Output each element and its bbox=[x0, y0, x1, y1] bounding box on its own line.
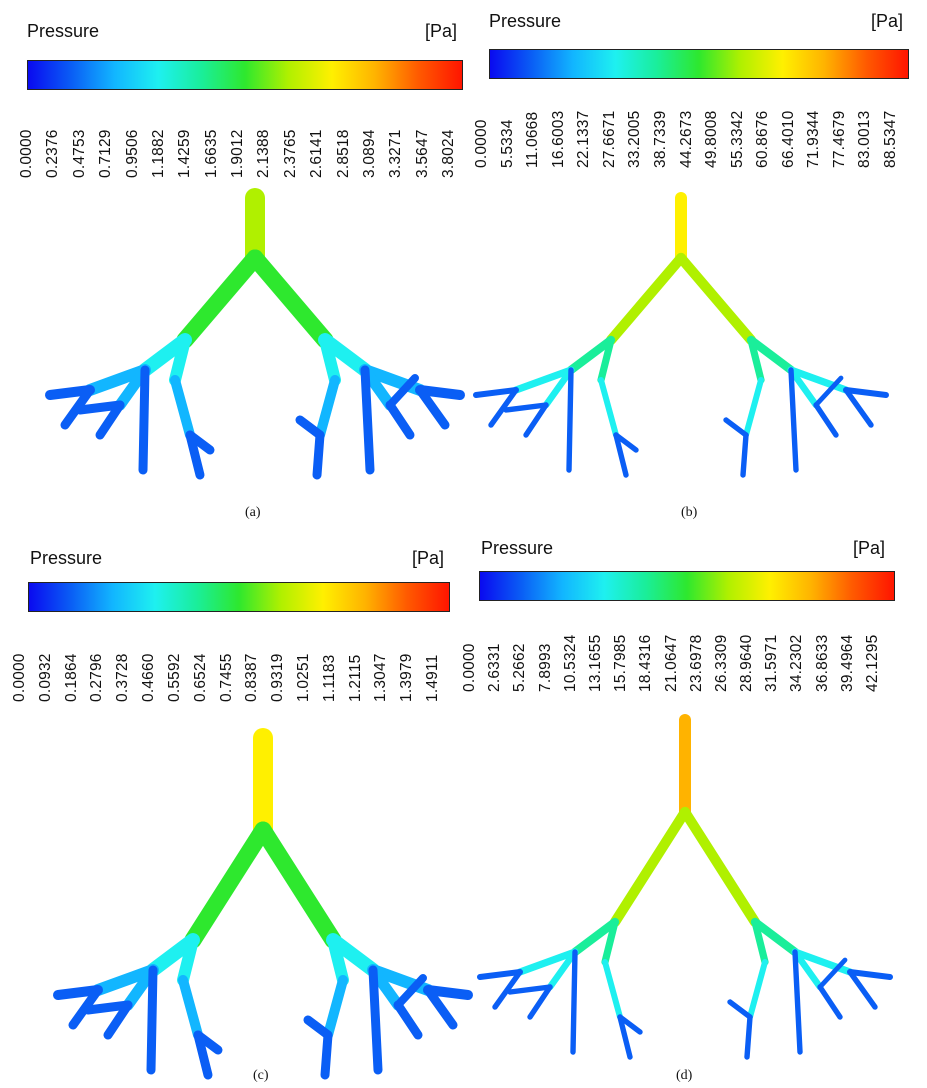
legend-title: Pressure bbox=[30, 548, 103, 568]
tick-label: 31.5971 bbox=[763, 634, 781, 692]
tick-label: 0.3728 bbox=[114, 653, 132, 702]
tick-label: 83.0013 bbox=[856, 110, 874, 168]
tick-label: 42.1295 bbox=[864, 634, 881, 692]
tick-label: 39.4964 bbox=[838, 634, 856, 692]
legend-unit: [Pa] bbox=[871, 11, 904, 31]
legend-title: Pressure bbox=[489, 11, 562, 31]
tick-label: 15.7985 bbox=[612, 634, 630, 692]
tick-label: 16.6003 bbox=[549, 110, 567, 168]
tick-label: 27.6671 bbox=[600, 110, 618, 168]
tick-label: 44.2673 bbox=[677, 110, 695, 168]
tick-label: 66.4010 bbox=[779, 110, 797, 168]
tick-label: 88.5347 bbox=[882, 110, 899, 168]
tick-label: 0.9506 bbox=[123, 129, 141, 178]
color-scale-bar bbox=[479, 571, 895, 601]
panel-caption: (c) bbox=[253, 1068, 269, 1083]
airway-tree-pressure-map bbox=[45, 188, 465, 480]
tick-label: 60.8676 bbox=[754, 110, 772, 168]
panel-caption: (a) bbox=[245, 505, 261, 520]
tick-label: 71.9344 bbox=[805, 110, 823, 168]
tick-label: 1.4911 bbox=[424, 654, 441, 702]
tick-label: 0.2376 bbox=[44, 129, 62, 178]
tick-label: 2.1388 bbox=[255, 129, 273, 178]
tick-label: 38.7339 bbox=[651, 110, 669, 168]
tick-label: 23.6978 bbox=[687, 634, 705, 692]
tick-label: 1.3979 bbox=[398, 653, 416, 702]
tick-label: 21.0647 bbox=[662, 634, 680, 692]
tick-label: 13.1655 bbox=[586, 634, 604, 692]
tick-label: 55.3342 bbox=[728, 110, 746, 168]
tick-label: 33.2005 bbox=[626, 110, 644, 168]
panel-caption: (b) bbox=[681, 505, 698, 520]
tick-label: 0.4753 bbox=[70, 129, 88, 178]
tick-label: 77.4679 bbox=[830, 110, 848, 168]
tick-label: 2.3765 bbox=[281, 129, 299, 178]
panel-caption: (d) bbox=[676, 1068, 693, 1083]
legend-unit: [Pa] bbox=[425, 21, 458, 41]
tick-label: 3.5647 bbox=[413, 129, 431, 178]
tick-label: 0.2796 bbox=[88, 653, 106, 702]
legend-unit: [Pa] bbox=[853, 538, 886, 558]
tick-label: 1.9012 bbox=[229, 129, 246, 178]
tick-label: 0.7129 bbox=[97, 129, 115, 178]
tick-label: 1.3047 bbox=[372, 653, 390, 702]
tick-label: 2.8518 bbox=[334, 129, 352, 178]
tick-label: 0.8387 bbox=[243, 653, 261, 702]
tick-label: 3.0894 bbox=[360, 129, 378, 178]
tick-label: 0.0000 bbox=[461, 643, 478, 692]
tick-label: 28.9640 bbox=[738, 634, 756, 692]
color-scale-bar bbox=[489, 49, 909, 79]
legend-title: Pressure bbox=[27, 21, 100, 41]
airway-tree-pressure-map bbox=[53, 728, 473, 1080]
tick-label: 3.3271 bbox=[387, 129, 405, 178]
tick-label: 0.0000 bbox=[11, 653, 28, 702]
tick-label: 11.0668 bbox=[524, 111, 542, 168]
tick-label: 1.4259 bbox=[176, 129, 194, 178]
tick-label: 1.0251 bbox=[294, 653, 312, 702]
tick-label: 1.6635 bbox=[202, 129, 220, 178]
tick-label: 1.2115 bbox=[346, 654, 364, 702]
tick-label: 0.7455 bbox=[217, 653, 235, 702]
tick-label: 0.9319 bbox=[269, 653, 287, 702]
tick-label: 0.0000 bbox=[473, 119, 490, 168]
tick-label: 0.0932 bbox=[36, 653, 54, 702]
legend-title: Pressure bbox=[481, 538, 554, 558]
tick-label: 0.1864 bbox=[62, 653, 80, 702]
tick-label: 10.5324 bbox=[561, 634, 579, 692]
tick-label: 5.5334 bbox=[498, 119, 516, 168]
tick-label: 3.8024 bbox=[440, 129, 457, 178]
tick-label: 22.1337 bbox=[575, 110, 593, 168]
tick-label: 26.3309 bbox=[712, 634, 730, 692]
tick-label: 7.8993 bbox=[536, 643, 554, 692]
tick-label: 49.8008 bbox=[703, 110, 721, 168]
tick-label: 0.6524 bbox=[191, 653, 209, 702]
tick-label: 0.4660 bbox=[140, 653, 158, 702]
tick-label: 34.2302 bbox=[788, 634, 806, 692]
tick-label: 1.1882 bbox=[149, 129, 167, 178]
tick-label: 0.0000 bbox=[18, 129, 35, 178]
tick-label: 2.6331 bbox=[486, 643, 504, 692]
tick-label: 0.5592 bbox=[165, 653, 183, 702]
tick-label: 2.6141 bbox=[308, 129, 326, 178]
tick-label: 18.4316 bbox=[637, 634, 655, 692]
color-scale-bar bbox=[28, 582, 450, 612]
tick-label: 36.8633 bbox=[813, 634, 831, 692]
airway-tree-pressure-map bbox=[477, 714, 893, 1060]
tick-label: 1.1183 bbox=[320, 654, 338, 702]
legend-unit: [Pa] bbox=[412, 548, 445, 568]
color-scale-bar bbox=[27, 60, 463, 90]
airway-tree-pressure-map bbox=[473, 192, 889, 478]
tick-label: 5.2662 bbox=[511, 643, 529, 692]
